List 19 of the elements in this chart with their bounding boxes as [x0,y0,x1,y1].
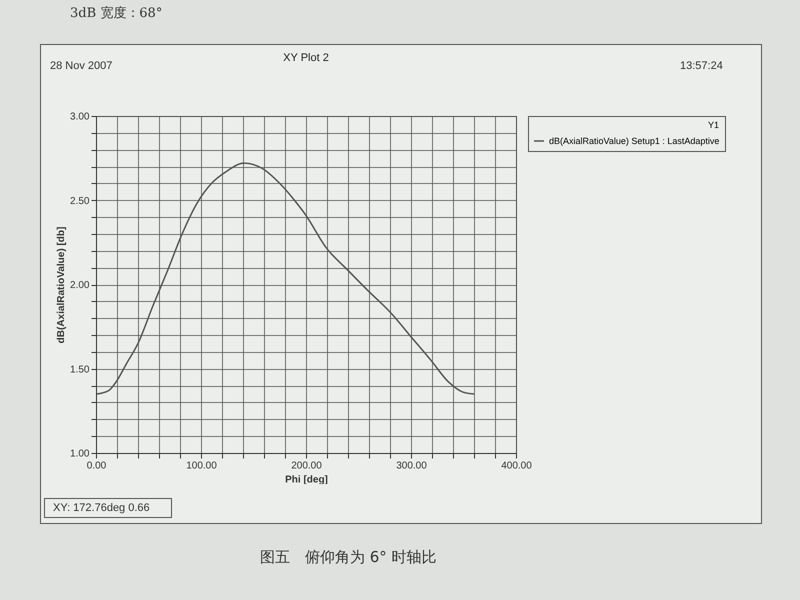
x-tick-label: 0.00 [86,460,107,472]
y-tick-label: 2.50 [70,196,90,207]
x-tick-label: 300.00 [396,460,428,472]
chart-title: XY Plot 2 [283,52,329,64]
y-tick-label: 2.00 [70,280,90,291]
x-tick-label: 100.00 [186,460,218,472]
x-tick-label: 400.00 [501,460,532,472]
text: XY: 172.76deg 0.66 [44,498,172,518]
legend-label: dB(AxialRatioValue) Setup1 : LastAdaptive [549,136,720,146]
text: 28 Nov 2007 [50,60,112,72]
text: 图五 俯仰角为 6° 时轴比 [260,548,437,567]
text: 13:57:24 [680,60,723,72]
legend-title: Y1 [708,120,719,130]
x-tick-label: 200.00 [291,460,322,472]
y-tick-label: 3.00 [70,112,90,122]
y-axis-title: dB(AxialRatioValue) [db] [56,226,68,344]
y-tick-label: 1.50 [70,364,90,376]
y-tick-label: 1.00 [70,448,90,460]
text: 3dB 宽度：68° [70,5,162,22]
